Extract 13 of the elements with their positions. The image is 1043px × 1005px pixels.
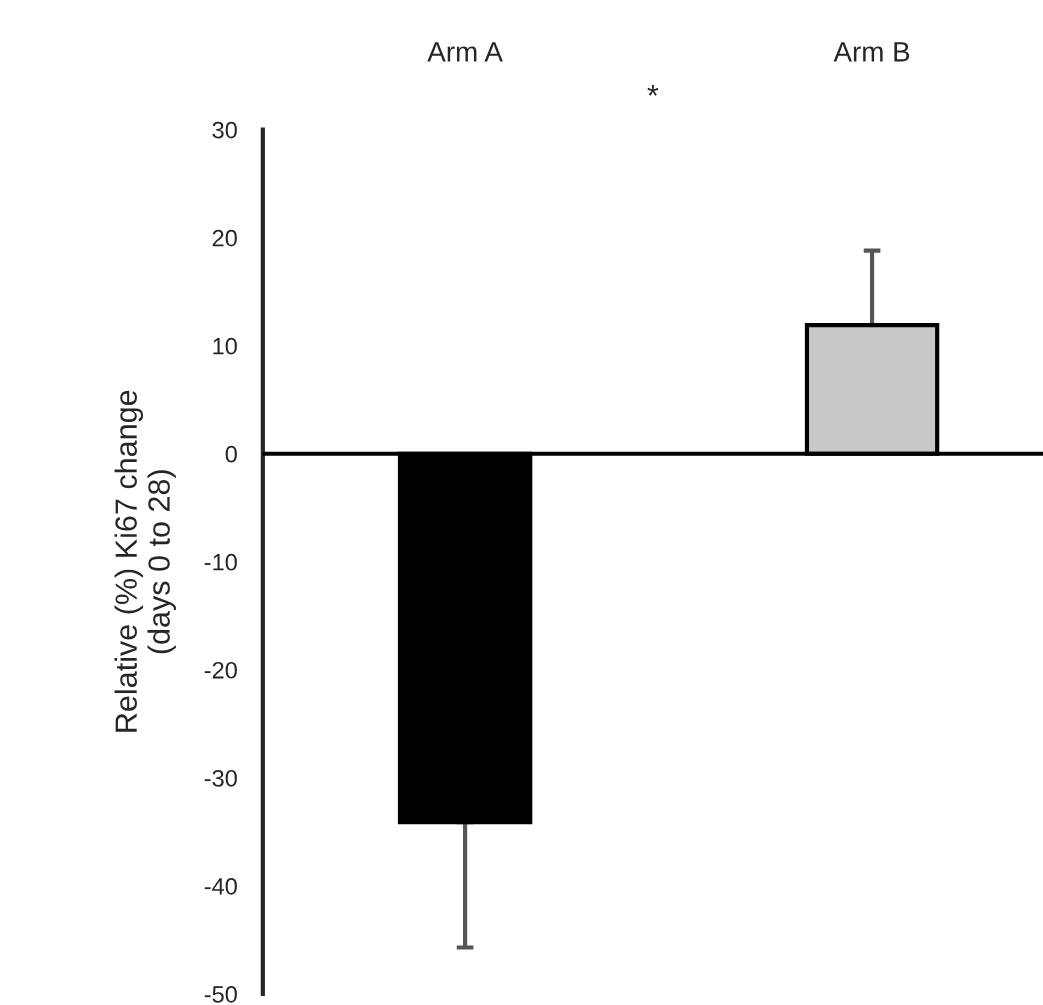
- y-tick-label: -50: [204, 986, 237, 1003]
- y-tick-label: -20: [204, 661, 237, 679]
- y-tick-label: -40: [204, 877, 237, 895]
- x-tick-label: Arm B: [833, 42, 910, 62]
- y-tick-label: 30: [212, 121, 237, 139]
- y-tick-label: -30: [204, 769, 237, 787]
- y-axis-title: Relative (%) Ki67 change (days 0 to 28): [114, 390, 176, 732]
- y-tick-label: 0: [225, 445, 237, 463]
- y-tick-label: 20: [212, 229, 237, 247]
- y-tick-label: 10: [213, 337, 237, 355]
- text: *: [647, 85, 659, 96]
- x-tick-label: Arm A: [427, 42, 503, 62]
- y-tick-label: -10: [204, 553, 237, 571]
